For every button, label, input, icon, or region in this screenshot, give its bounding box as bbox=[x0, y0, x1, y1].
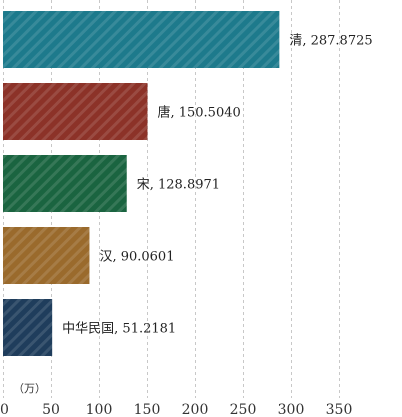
x-tick-label: 200 bbox=[182, 402, 209, 417]
x-tick-label: 300 bbox=[278, 402, 305, 417]
bar-4 bbox=[3, 227, 90, 284]
x-tick-label: 0 bbox=[0, 402, 9, 417]
bar-value-label: 汉, 90.0601 bbox=[99, 250, 174, 265]
axis-unit-label: （万） bbox=[13, 382, 46, 395]
x-tick-label: 100 bbox=[86, 402, 113, 417]
chart-bar-labels: 清, 287.8725 唐, 150.5040 宋, 128.8971 汉, 90.0… bbox=[62, 34, 372, 337]
bar-2 bbox=[3, 83, 148, 140]
x-tick-label: 150 bbox=[134, 402, 161, 417]
x-tick-label: 350 bbox=[326, 402, 353, 417]
bar-3 bbox=[3, 155, 127, 212]
bar-value-label: 中华民国, 51.2181 bbox=[62, 322, 176, 337]
bar-value-label: 清, 287.8725 bbox=[289, 34, 372, 49]
chart-bars bbox=[3, 11, 280, 356]
bar-value-label: 唐, 150.5040 bbox=[157, 105, 240, 121]
bar-5 bbox=[3, 299, 53, 356]
x-tick-label: 50 bbox=[42, 402, 60, 417]
bar-1 bbox=[3, 11, 280, 68]
chart-x-tick-labels: 0 50 100 150 200 250 300 350 bbox=[0, 402, 352, 417]
x-tick-label: 250 bbox=[230, 402, 257, 417]
bar-value-label: 宋, 128.8971 bbox=[137, 178, 220, 193]
